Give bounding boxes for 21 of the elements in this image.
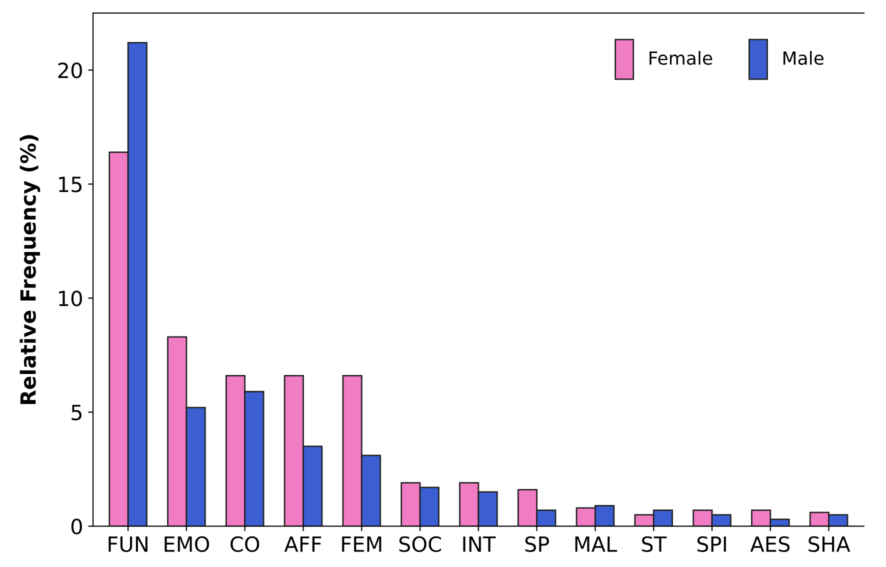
y-tick-label: 20 <box>58 62 82 78</box>
y-tick-label: 5 <box>72 404 82 420</box>
x-tick-label: AES <box>750 536 790 552</box>
legend-label: Male <box>783 50 824 65</box>
x-tick-label: FEM <box>342 536 382 552</box>
x-tick-label: MAL <box>575 536 618 552</box>
x-tick-label: SP <box>525 536 550 552</box>
x-tick-label: AFF <box>284 536 322 552</box>
x-tick-label: CO <box>230 536 260 552</box>
y-tick-label: 10 <box>59 290 82 306</box>
x-tick-label: FUN <box>108 536 148 552</box>
y-axis-title: Relative Frequency (%) <box>20 135 40 404</box>
x-tick-label: SPI <box>697 536 726 552</box>
y-tick-label: 0 <box>71 518 82 534</box>
x-tick-label: EMO <box>164 536 210 552</box>
x-tick-label: SOC <box>399 536 441 552</box>
x-tick-label: SHA <box>808 536 850 552</box>
x-tick-label: INT <box>463 536 496 552</box>
y-tick-label: 15 <box>59 176 82 192</box>
x-tick-label: ST <box>642 536 667 552</box>
legend-label: Female <box>650 50 712 65</box>
